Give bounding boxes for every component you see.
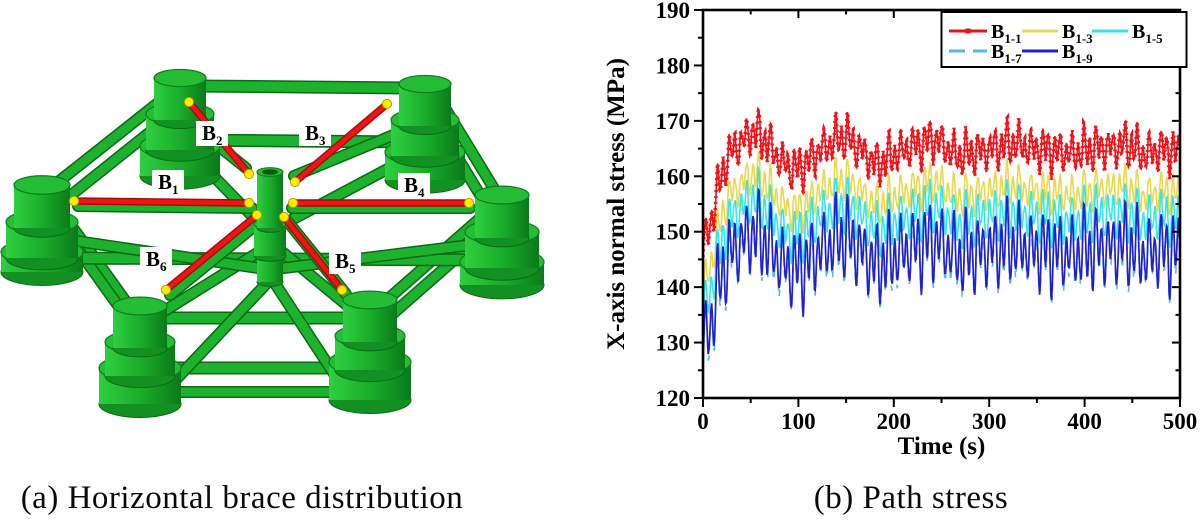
brace-B3-red [292, 101, 390, 185]
brace-label-B4: B4 [398, 173, 430, 200]
joint-dot [251, 209, 263, 221]
y-tick-label: 160 [656, 164, 691, 189]
caption-a: (a) Horizontal brace distribution [20, 480, 464, 516]
joint-dot [278, 211, 290, 223]
stress-chart: 120 130 140 150 160 170 180 190 0 100 200 300 400 500… [603, 0, 1198, 460]
legend: B1-1 B1-3 B1-5B1-7 B1-9 [940, 11, 1188, 68]
brace-B5-red [281, 214, 345, 293]
joint-dot [243, 168, 255, 180]
joint-dot [243, 197, 255, 209]
y-tick-label: 180 [656, 53, 691, 78]
column-right [474, 185, 530, 248]
joint-dot [381, 98, 393, 110]
joint-dot [68, 195, 80, 207]
y-tick-label: 170 [656, 109, 691, 134]
brace-label-B2: B2 [196, 121, 228, 148]
y-axis-title: X-axis normal stress (MPa) [603, 58, 630, 350]
x-tick-label: 0 [697, 409, 709, 434]
caption-b: (b) Path stress [813, 480, 1009, 516]
joint-dot [183, 96, 195, 108]
y-tick-label: 120 [656, 386, 691, 411]
joint-dot [160, 284, 172, 296]
series-B1-3 [703, 149, 1180, 296]
brace-label-B6: B6 [140, 247, 172, 274]
panel-a: B1 B2 B3 B4 B5 B6 (a) Horizontal brace distri… [0, 68, 545, 516]
series-B1-9 [703, 187, 1180, 363]
joint-dot [287, 197, 299, 209]
column-center [256, 167, 284, 233]
joint-dot [463, 197, 475, 209]
y-tick-label: 150 [656, 220, 691, 245]
series-B1-5 [703, 166, 1180, 327]
joint-dot [289, 176, 301, 188]
series-B1-1-markers [703, 106, 1180, 258]
x-tick-label: 300 [972, 409, 1007, 434]
column-left [13, 175, 71, 238]
column-top-right [398, 74, 452, 136]
x-tick-label: 500 [1163, 409, 1198, 434]
brace-B6-red [163, 212, 260, 293]
y-tick-label: 140 [656, 275, 691, 300]
x-tick-label: 400 [1067, 409, 1102, 434]
y-tick-label: 190 [656, 0, 691, 23]
brace-label-B1: B1 [152, 170, 184, 197]
x-axis-title: Time (s) [898, 433, 986, 460]
x-tick-label: 200 [877, 409, 912, 434]
brace-B1-red [73, 197, 250, 207]
series-group [703, 106, 1180, 372]
panel-b: 120 130 140 150 160 170 180 190 0 100 200 300 400 500… [600, 0, 1200, 523]
joint-dot [336, 284, 348, 296]
column-bottom-right [342, 290, 398, 352]
brace-diagram: B1 B2 B3 B4 B5 B6 [0, 68, 545, 419]
x-tick-label: 100 [781, 409, 816, 434]
brace-label-B5: B5 [329, 249, 361, 276]
brace-label-B3: B3 [299, 121, 331, 148]
y-tick-label: 130 [656, 331, 691, 356]
column-bottom-left [112, 296, 168, 358]
column-top-left [153, 68, 207, 130]
